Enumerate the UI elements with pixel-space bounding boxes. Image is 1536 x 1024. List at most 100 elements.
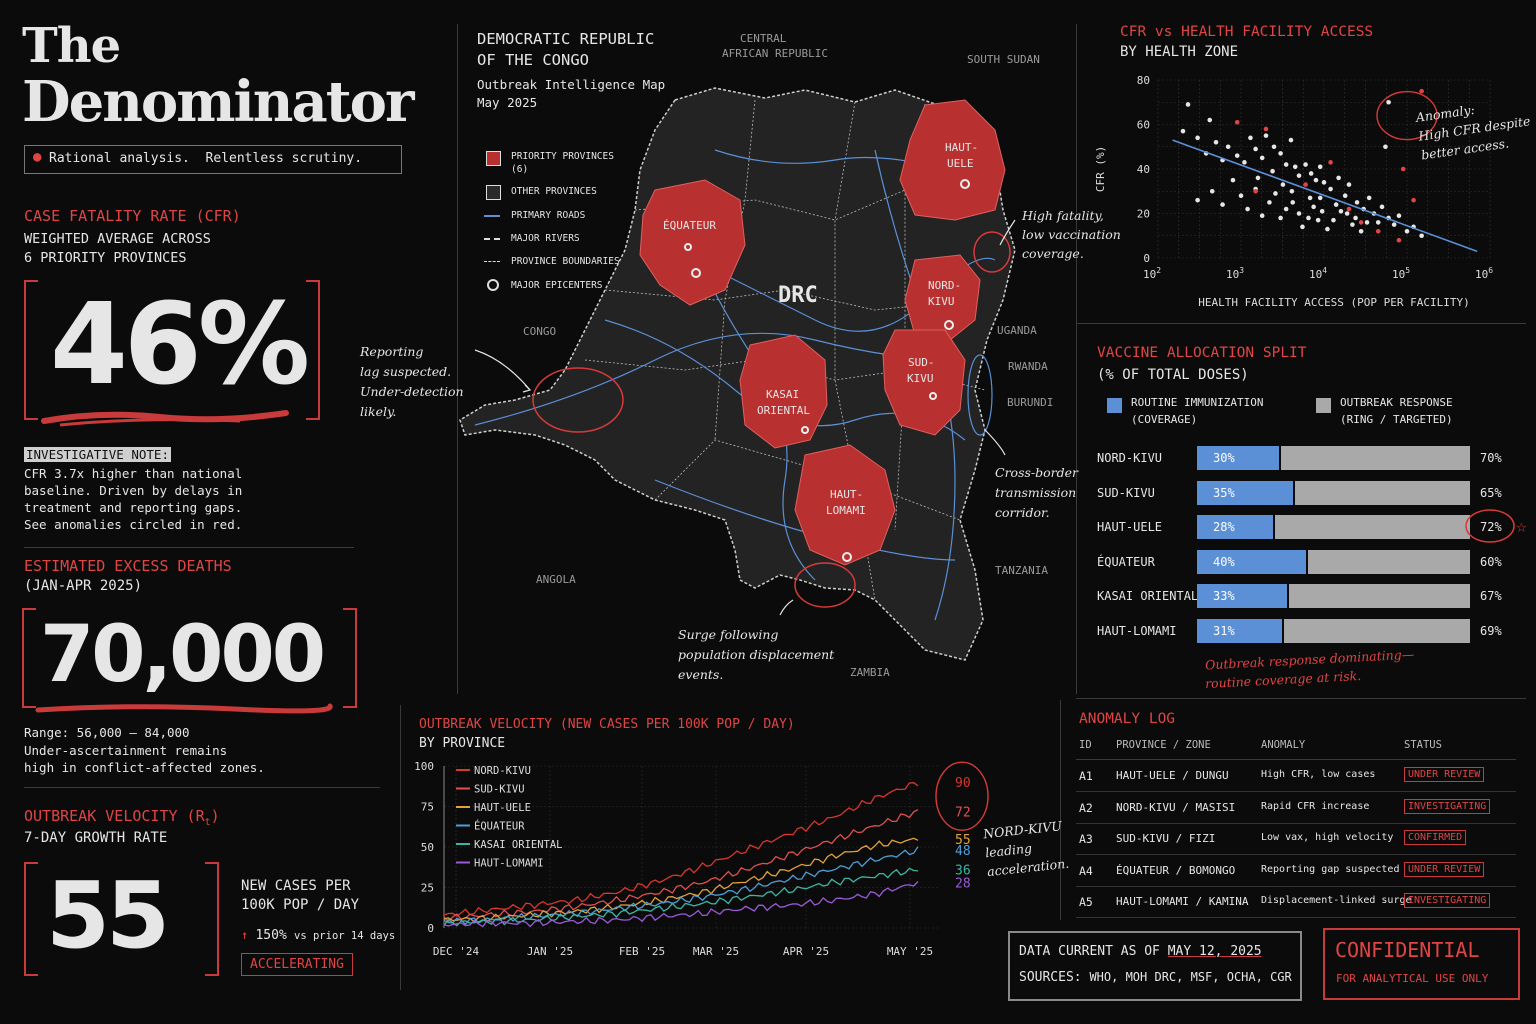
scatter-point [1289,188,1295,194]
scatter-point [1185,102,1191,107]
vaccine-bar-outbreak [1308,549,1470,574]
scatter-point [1317,164,1323,170]
annotation-reporting-lag-3: Under-detection [360,384,464,399]
scatter-x-tick-exp: 3 [1239,266,1244,275]
scatter-point [1263,126,1269,132]
vaccine-row-label: HAUT-UELE [1097,520,1163,534]
scatter-point [1311,204,1316,210]
anomaly-desc: High CFR, low cases [1261,769,1376,780]
vaccine-bar-routine [1197,515,1274,539]
map-title-1: DEMOCRATIC REPUBLIC [477,30,655,48]
velocity-bracket-left [24,862,38,976]
label-drc: DRC [778,283,818,308]
scatter-point [1234,119,1240,125]
vaccine-bar-routine-label: 31% [1213,623,1235,638]
anomaly-id: A4 [1079,863,1093,878]
annotation-high-fatality-2: low vaccination [1022,227,1121,242]
province-label-equateur: ÉQUATEUR [663,219,716,232]
sources-line: SOURCES: WHO, MOH DRC, MSF, OCHA, CGR [1019,970,1292,985]
scatter-point [1283,206,1289,212]
tagline-text: Rational analysis. Relentless scrutiny. [49,151,363,166]
line-end-label: 48 [955,844,971,859]
scatter-point [1303,182,1308,187]
scatter-point [1354,200,1360,205]
map-subtitle: Outbreak Intelligence Map [477,77,666,92]
scatter-point [1273,191,1278,196]
line-series-kasai-oriental [443,867,919,927]
scatter-point [1411,197,1416,203]
line-x-tick: FEB '25 [619,945,665,958]
vaccine-row-label: SUD-KIVU [1097,485,1155,500]
legend-boundaries-line [484,261,500,262]
vaccine-legend-outbreak-swatch [1316,398,1331,413]
legend-epicenter-label: MAJOR EPICENTERS [511,280,603,291]
annotation-high-fatality-1: High fatality, [1022,208,1104,223]
label-south-sudan: SOUTH SUDAN [967,53,1040,66]
vaccine-legend-routine-swatch [1107,398,1122,413]
line-series-nord-kivu [443,782,919,917]
legend-priority-swatch [486,151,501,166]
vaccine-title: VACCINE ALLOCATION SPLIT [1097,345,1307,361]
data-current-box: DATA CURRENT AS OF MAY 12, 2025 SOURCES:… [1008,931,1302,1001]
province-label-haut-lomami-1: HAUT- [830,488,864,501]
scatter-x-tick: 103 [1226,266,1244,281]
right-divider-bottom [1076,698,1526,699]
scatter-point [1353,215,1358,221]
vaccine-bar-outbreak-label: 60% [1480,554,1502,569]
line-legend-label: NORD-KIVU [474,765,531,777]
velocity-kpi-sub: 7-DAY GROWTH RATE [24,830,168,846]
scatter-point [1259,155,1265,161]
scatter-point [1375,220,1381,225]
vaccine-bar-outbreak [1280,446,1470,470]
vaccine-bar-routine [1197,480,1293,505]
vaccine-legend-outbreak-1: OUTBREAK RESPONSE [1340,396,1453,409]
map-annotation-arrows [474,219,1016,616]
scatter-trendline [1172,139,1478,253]
scatter-point [1391,222,1397,227]
bottom-divider-left [400,705,401,990]
anomaly-rows: A1 HAUT-UELE / DUNGU High CFR, low cases UN… [1076,760,1526,920]
scatter-point [1333,202,1339,207]
vertical-divider-right [1076,24,1077,694]
province-sud-kivu [882,329,966,436]
line-y-tick: 0 [427,922,434,935]
circle-displacement [794,562,856,608]
line-x-tick: MAY '25 [887,945,933,958]
line-y-tick: 50 [421,841,434,854]
anomaly-zone: ÉQUATEUR / BOMONGO [1116,863,1236,877]
scatter-point [1303,162,1308,167]
line-y-tick: 75 [421,801,434,814]
scatter-point [1386,99,1391,105]
map-date: May 2025 [477,95,538,110]
annotation-cross-border-2: transmission [995,485,1077,500]
vaccine-bar-outbreak [1275,515,1470,539]
scatter-point [1253,146,1258,152]
scatter-point [1319,208,1325,214]
cfr-bracket-left [24,280,38,420]
epicenter-haut-uele [960,179,970,189]
cfr-note-line-3: treatment and reporting gaps. [24,500,243,515]
annotation-reporting-lag-4: likely. [360,404,397,419]
scatter-point [1364,220,1370,225]
scatter-y-tick: 20 [1137,208,1150,221]
vaccine-bar-routine [1197,584,1288,608]
scatter-point [1180,128,1186,134]
label-car-1: CENTRAL [740,32,787,45]
line-end-label: 90 [955,776,971,791]
epicenters [684,179,970,562]
scatter-subtitle: BY HEALTH ZONE [1120,44,1239,60]
label-zambia: ZAMBIA [850,666,890,679]
legend-roads-label: PRIMARY ROADS [511,210,586,221]
scatter-point [1317,195,1323,201]
anomaly-row: A3 SUD-KIVU / FIZI Low vax, high velocity C… [1076,823,1516,855]
scatter-point [1336,175,1341,181]
scatter-point [1308,171,1314,176]
province-label-haut-uele-2: UELE [947,157,974,170]
legend-epicenter-icon [487,279,499,291]
anomaly-desc: Displacement-linked surge [1261,895,1412,906]
scatter-point [1350,222,1355,227]
annotation-cross-border-1: Cross-border [995,465,1078,480]
scatter-x-tick: 105 [1392,266,1410,281]
scatter-point [1383,144,1388,150]
annotation-surge-1: Surge following [678,627,779,642]
